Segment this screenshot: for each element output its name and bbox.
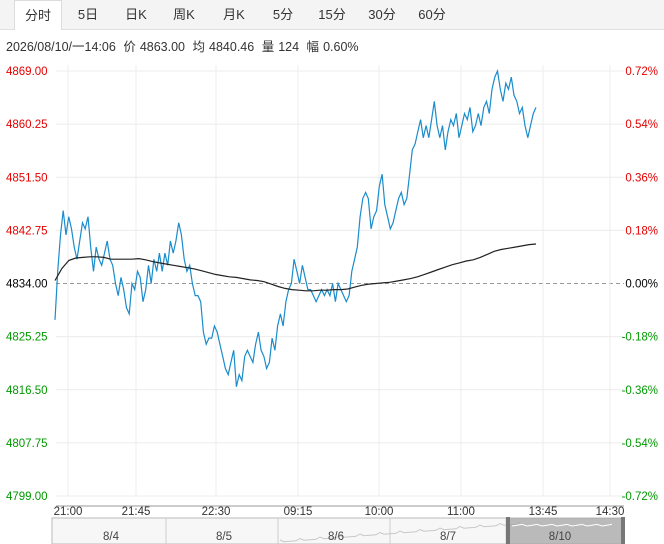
average-series-line [54,243,537,292]
x-tick-label: 13:45 [529,506,558,518]
navigator-date-label: 8/5 [216,531,232,543]
y-left-tick-label: 4825.25 [6,332,48,344]
tab-3[interactable]: 周K [173,7,195,22]
x-tick-label: 22:30 [202,506,231,518]
y-right-tick-label: -0.72% [622,491,658,503]
tab-4[interactable]: 月K [223,7,245,22]
tab-8[interactable]: 60分 [418,7,446,22]
y-left-tick-label: 4807.75 [6,438,48,450]
y-right-tick-label: 0.54% [625,119,658,131]
info-price-label: 价 [123,40,136,54]
period-tab-bar: 分时 5日 日K 周K 月K 5分 15分 30分 60分 [0,0,664,30]
x-tick-label: 21:45 [122,506,151,518]
navigator-handle-left[interactable] [506,517,510,544]
info-avg-label: 均 [192,40,206,54]
tab-2[interactable]: 日K [125,7,147,22]
navigator-preview-line [279,521,521,543]
tab-7[interactable]: 30分 [368,7,396,22]
tab-6[interactable]: 15分 [318,7,346,22]
navigator-date-label: 8/10 [549,531,571,543]
y-right-tick-label: 0.72% [625,66,658,78]
x-tick-label: 10:00 [365,506,394,518]
x-tick-label: 09:15 [284,506,313,518]
x-tick-label: 14:30 [596,506,625,518]
info-vol: 124 [278,40,300,54]
tab-1[interactable]: 5日 [77,7,99,22]
x-tick-label: 21:00 [54,506,83,518]
y-left-tick-label: 4834.00 [6,279,48,291]
y-left-tick-label: 4816.50 [6,385,48,397]
info-pct-label: 幅 [306,40,320,54]
navigator-date-label: 8/4 [103,531,120,543]
tab-5[interactable]: 5分 [272,7,294,22]
quote-info-bar: 2026/08/10/一14:06 价 4863.00 均 4840.46 量 124… [6,36,363,55]
tab-0[interactable]: 分时 [14,0,62,30]
y-right-tick-label: 0.00% [625,279,658,291]
y-left-tick-label: 4851.50 [6,172,48,184]
y-left-tick-label: 4869.00 [6,66,48,78]
info-price: 4863.00 [139,40,186,54]
navigator-date-label: 8/7 [440,531,456,543]
y-right-tick-label: -0.54% [622,438,658,450]
price-series-line [54,68,537,387]
y-right-tick-label: 0.18% [625,225,658,237]
navigator-selected-preview [511,523,613,527]
navigator-date-label: 8/6 [328,531,344,543]
y-right-tick-label: 0.36% [625,172,658,184]
navigator-handle-right[interactable] [621,517,625,544]
y-right-tick-label: -0.36% [622,385,658,397]
y-left-tick-label: 4799.00 [6,491,48,503]
info-datetime: 2026/08/10/一14:06 [6,40,116,54]
y-left-tick-label: 4860.25 [6,119,48,131]
info-pct: 0.60% [323,40,359,54]
info-avg: 4840.46 [209,40,255,54]
y-right-tick-label: -0.18% [622,332,658,344]
navigator-selected-window[interactable] [508,518,624,544]
y-left-tick-label: 4842.75 [6,225,48,237]
info-vol-label: 量 [261,40,275,54]
x-tick-label: 11:00 [447,506,475,518]
